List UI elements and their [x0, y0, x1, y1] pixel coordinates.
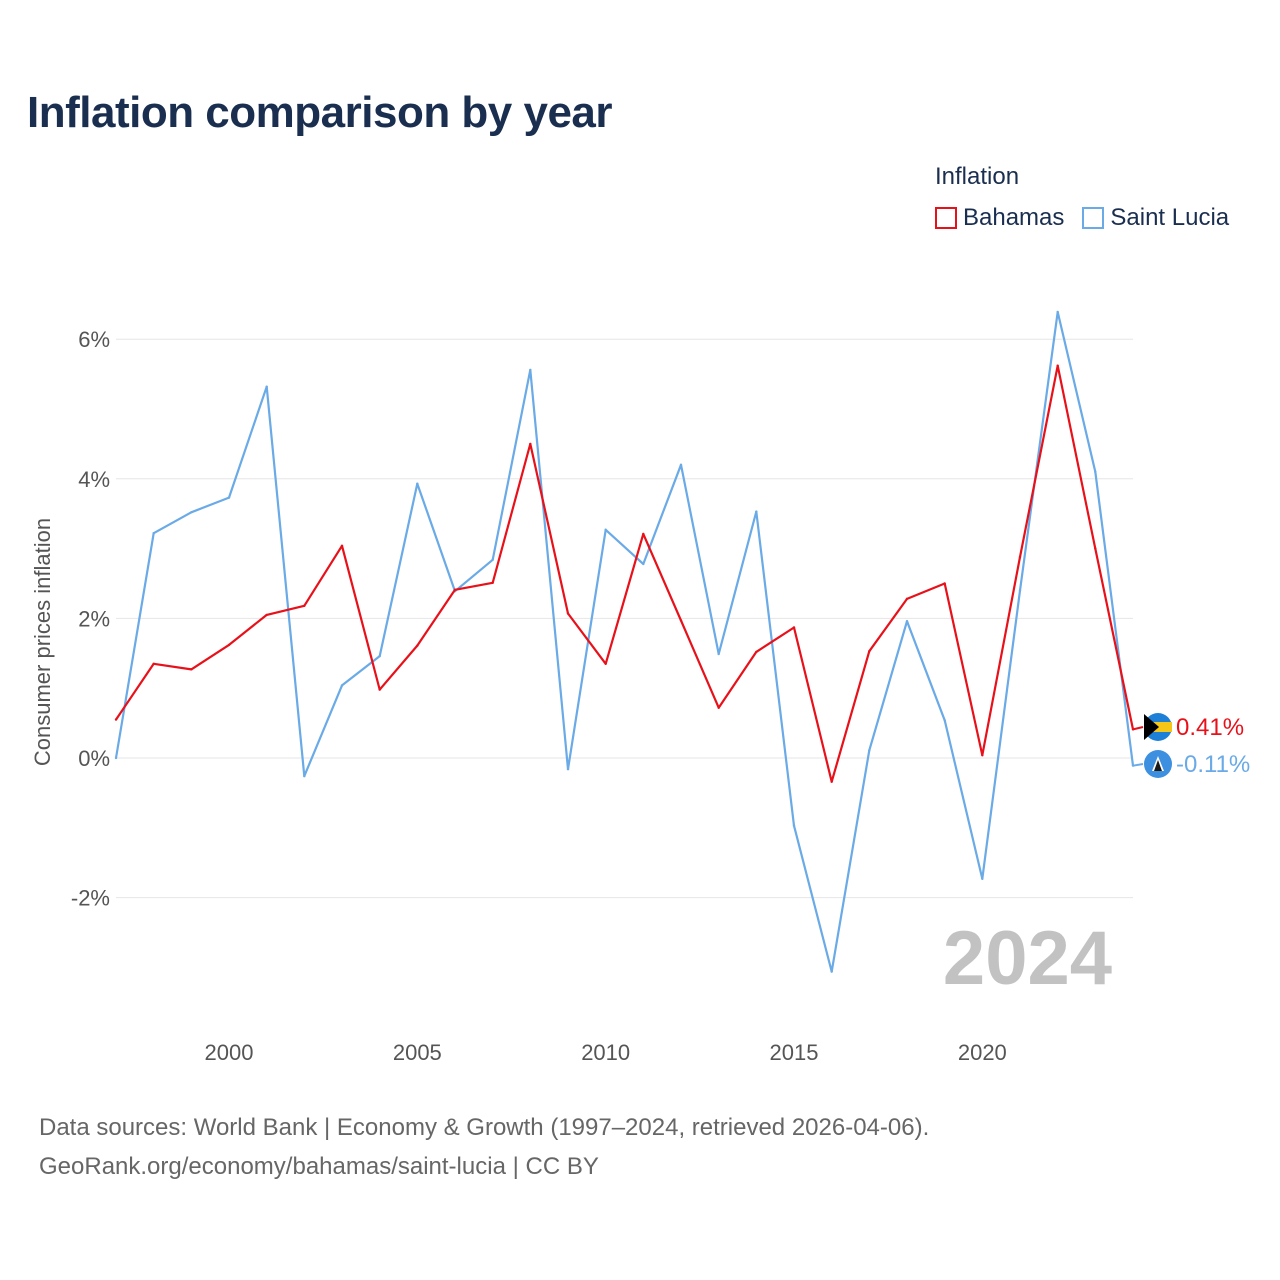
data-point-saint-lucia [1056, 310, 1059, 314]
legend-item-bahamas[interactable]: Bahamas [935, 204, 1064, 232]
data-point-saint-lucia [868, 749, 871, 752]
legend-item-saint-lucia[interactable]: Saint Lucia [1082, 204, 1229, 232]
x-tick-label: 2015 [770, 1040, 819, 1065]
data-point-bahamas [868, 650, 871, 653]
data-point-bahamas [190, 668, 193, 671]
data-point-saint-lucia [679, 463, 683, 467]
data-point-saint-lucia [642, 562, 645, 566]
data-point-bahamas [755, 650, 758, 654]
end-label-saint-lucia: -0.11% [1176, 751, 1250, 778]
footer: Data sources: World Bank | Economy & Gro… [39, 1108, 929, 1186]
series-line-saint-lucia [114, 310, 1135, 973]
data-point-saint-lucia [717, 652, 720, 656]
data-point-saint-lucia [378, 654, 381, 658]
data-point-saint-lucia [529, 368, 532, 372]
data-point-saint-lucia [792, 824, 796, 827]
end-connector-bahamas [1132, 726, 1144, 731]
data-point-bahamas [905, 597, 909, 601]
data-point-bahamas [303, 604, 306, 608]
legend-title: Inflation [935, 163, 1020, 190]
data-point-saint-lucia [981, 877, 984, 880]
data-point-bahamas [265, 613, 268, 617]
data-point-saint-lucia [416, 482, 419, 485]
data-point-saint-lucia [190, 511, 193, 514]
data-point-bahamas [679, 619, 683, 622]
data-point-bahamas [491, 581, 494, 585]
data-point-saint-lucia [604, 528, 607, 531]
legend-swatch-saint-lucia [1082, 207, 1105, 229]
x-tick-label: 2000 [205, 1040, 254, 1065]
y-tick-label: 0% [78, 746, 110, 771]
bahamas-flag-triangle [1144, 714, 1159, 740]
data-point-bahamas [453, 588, 457, 591]
data-point-bahamas [529, 442, 532, 446]
footer-link[interactable]: GeoRank.org/economy/bahamas/saint-lucia … [39, 1153, 599, 1180]
y-tick-label: 4% [78, 467, 110, 492]
footer-sources: Data sources: World Bank | Economy & Gro… [39, 1114, 930, 1141]
data-point-saint-lucia [1018, 589, 1022, 592]
y-axis-label: Consumer prices inflation [30, 518, 55, 766]
data-point-bahamas [416, 644, 419, 647]
y-tick-label: 2% [78, 606, 110, 631]
x-tick-label: 2020 [958, 1040, 1007, 1065]
x-tick-label: 2010 [581, 1040, 630, 1065]
legend-label-bahamas: Bahamas [963, 204, 1065, 231]
data-point-saint-lucia [227, 496, 231, 499]
data-point-bahamas [943, 582, 946, 585]
x-tick-label: 2005 [393, 1040, 442, 1065]
y-tick-label: -2% [71, 886, 110, 911]
data-point-bahamas [227, 643, 231, 647]
data-point-saint-lucia [755, 510, 758, 513]
legend-label-saint-lucia: Saint Lucia [1110, 204, 1230, 231]
legend-swatch-bahamas [935, 207, 957, 229]
series-line-bahamas [115, 364, 1135, 783]
data-point-bahamas [1056, 364, 1059, 367]
data-point-bahamas [981, 754, 984, 757]
end-label-bahamas: 0.41% [1176, 714, 1244, 741]
data-point-saint-lucia [303, 774, 306, 778]
data-point-saint-lucia [830, 970, 833, 973]
data-point-saint-lucia [265, 385, 268, 388]
data-point-saint-lucia [152, 532, 155, 535]
data-point-bahamas [378, 688, 381, 691]
data-point-bahamas [792, 626, 796, 629]
end-connector-saint-lucia [1132, 763, 1144, 767]
data-point-bahamas [1018, 555, 1022, 559]
data-point-saint-lucia [566, 767, 570, 771]
data-point-saint-lucia [1094, 470, 1097, 474]
data-point-bahamas [152, 662, 155, 665]
data-point-bahamas [642, 532, 645, 536]
chart-title: Inflation comparison by year [27, 88, 613, 137]
data-point-bahamas [1094, 547, 1097, 550]
data-point-bahamas [717, 706, 720, 709]
data-point-saint-lucia [905, 619, 909, 623]
data-point-bahamas [114, 718, 118, 721]
data-point-saint-lucia [114, 756, 118, 760]
watermark-year: 2024 [943, 916, 1112, 1001]
y-tick-label: 6% [78, 327, 110, 352]
saint-lucia-flag-inner [1154, 760, 1162, 771]
data-point-bahamas [830, 780, 833, 783]
data-point-bahamas [340, 544, 344, 548]
data-point-bahamas [604, 662, 607, 665]
data-point-bahamas [566, 612, 570, 615]
data-point-saint-lucia [943, 719, 946, 722]
data-point-saint-lucia [340, 684, 344, 687]
legend: Bahamas Saint Lucia [935, 204, 1247, 232]
data-point-saint-lucia [491, 558, 494, 561]
